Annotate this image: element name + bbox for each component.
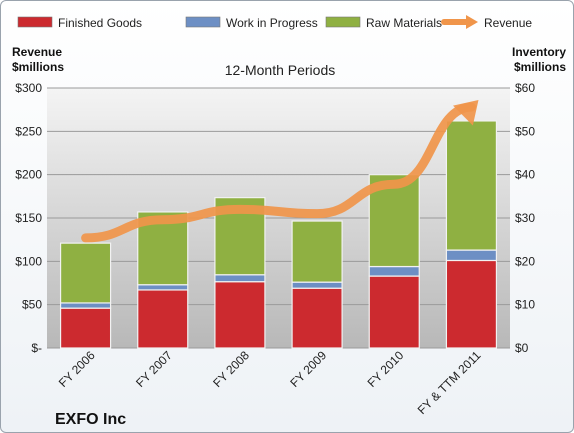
legend-swatch — [325, 16, 361, 28]
legend-label: Work in Progress — [226, 16, 318, 30]
left-tick-label: $200 — [15, 168, 42, 182]
bars-group — [59, 120, 498, 349]
right-tick-label: $10 — [515, 298, 535, 312]
right-tick-label: $60 — [515, 81, 535, 95]
legend-label: Raw Materials — [366, 16, 442, 30]
right-axis-label-line2: $millions — [514, 60, 566, 74]
left-tick-label: $100 — [15, 254, 42, 268]
category-label: FY 2009 — [287, 348, 329, 390]
left-axis-label-line1: Revenue — [12, 45, 62, 59]
bar-finished-goods — [445, 259, 498, 349]
right-tick-label: $0 — [515, 341, 529, 355]
gridlines — [47, 87, 510, 349]
right-tick-label: $20 — [515, 254, 535, 268]
left-axis-label-line2: $millions — [12, 60, 64, 74]
right-tick-label: $30 — [515, 211, 535, 225]
legend: Finished Goods Work in Progress Raw Materi… — [17, 15, 532, 30]
bar-finished-goods — [291, 287, 343, 349]
left-tick-label: $300 — [15, 81, 42, 95]
bar-work-in-progress — [59, 302, 112, 309]
bar-finished-goods — [59, 307, 112, 349]
category-label: FY 2010 — [365, 348, 407, 390]
company-name: EXFO Inc — [55, 411, 126, 428]
bar-work-in-progress — [291, 281, 343, 289]
right-axis-label-line1: Inventory — [512, 45, 566, 59]
bar-work-in-progress — [214, 274, 266, 283]
bar-work-in-progress — [137, 284, 189, 291]
left-tick-label: $250 — [15, 124, 42, 138]
chart-title: 12-Month Periods — [225, 62, 336, 78]
bar-raw-materials — [291, 220, 343, 283]
bar-work-in-progress — [445, 249, 498, 262]
bar-finished-goods — [368, 275, 420, 349]
left-tick-label: $- — [31, 341, 42, 355]
legend-label: Finished Goods — [58, 16, 142, 30]
right-tick-label: $50 — [515, 124, 535, 138]
category-label: FY 2008 — [210, 348, 252, 390]
legend-arrow-revenue — [466, 15, 478, 29]
revenue-line — [81, 102, 476, 243]
legend-swatch — [185, 16, 221, 28]
revenue-line-group — [81, 99, 479, 243]
legend-swatch — [17, 16, 53, 28]
bar-raw-materials — [59, 242, 112, 304]
left-tick-label: $50 — [22, 298, 42, 312]
revenue-arrowhead — [453, 99, 479, 126]
legend-label: Revenue — [484, 16, 532, 30]
bar-finished-goods — [214, 281, 266, 349]
category-label: FY 2006 — [56, 348, 98, 390]
bar-finished-goods — [137, 289, 189, 349]
category-label: FY 2007 — [133, 348, 175, 390]
bar-raw-materials — [445, 120, 498, 251]
left-tick-label: $150 — [15, 211, 42, 225]
right-tick-label: $40 — [515, 168, 535, 182]
category-label: FY & TTM 2011 — [415, 348, 484, 417]
bar-work-in-progress — [368, 265, 420, 277]
